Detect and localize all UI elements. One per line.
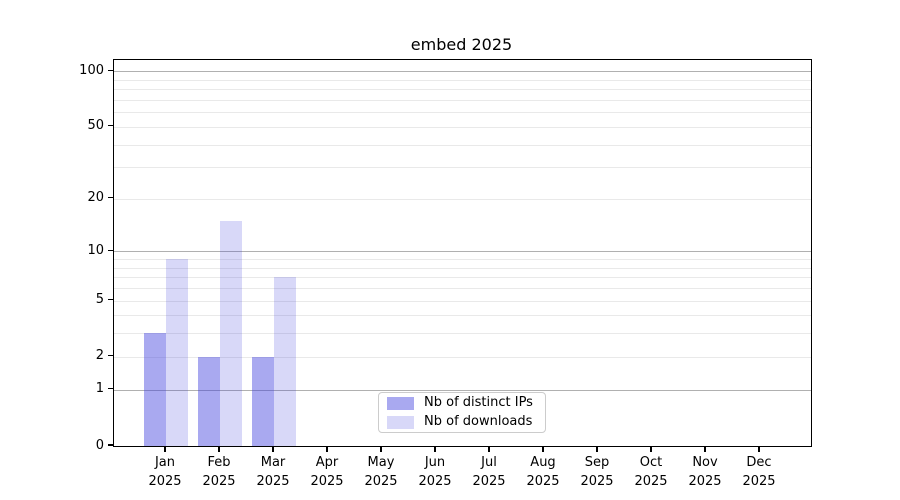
bar-distinct-ips — [144, 333, 166, 446]
x-tick-label: Feb 2025 — [202, 455, 236, 489]
x-tick-label: Nov 2025 — [688, 455, 722, 489]
x-tick-label: Aug 2025 — [526, 455, 560, 489]
x-tick-mark — [164, 446, 166, 452]
legend-swatch-distinct-ips-icon — [387, 396, 414, 410]
y-tick-mark — [108, 69, 113, 71]
gridline-minor — [114, 99, 811, 101]
gridline-minor — [114, 79, 811, 81]
gridline-major — [114, 251, 811, 253]
gridline-major — [114, 389, 811, 391]
gridline-minor — [114, 167, 811, 169]
y-tick-label: 20 — [87, 190, 104, 206]
bar-distinct-ips — [198, 356, 220, 446]
y-tick-mark — [108, 125, 113, 127]
y-tick-label: 5 — [95, 292, 104, 307]
y-tick-label: 0 — [95, 437, 104, 453]
gridline-minor — [114, 288, 811, 289]
gridline-minor — [114, 333, 811, 335]
y-tick-mark — [108, 355, 113, 357]
y-tick-mark — [108, 197, 113, 199]
y-tick-mark — [108, 388, 113, 390]
x-tick-label: Apr 2025 — [310, 455, 344, 489]
y-tick-mark — [108, 249, 113, 251]
x-tick-mark — [218, 446, 220, 452]
legend-entry-downloads: Nb of downloads — [379, 414, 545, 430]
x-tick-mark — [380, 446, 382, 452]
y-tick-label: 100 — [79, 62, 104, 78]
legend-entry-distinct-ips: Nb of distinct IPs — [379, 395, 545, 411]
x-tick-label: Jul 2025 — [472, 455, 506, 489]
chart-title: embed 2025 — [410, 35, 513, 54]
x-tick-mark — [596, 446, 598, 452]
y-tick-label: 2 — [95, 348, 104, 364]
x-tick-label: Jun 2025 — [418, 455, 452, 489]
gridline-minor — [114, 315, 811, 317]
bar-downloads — [274, 277, 296, 446]
x-tick-label: Sep 2025 — [580, 455, 614, 489]
gridline-minor — [114, 126, 811, 128]
x-tick-label: Oct 2025 — [634, 455, 668, 489]
legend-label-distinct-ips: Nb of distinct IPs — [424, 395, 533, 410]
legend-label-downloads: Nb of downloads — [424, 414, 533, 429]
gridline-major — [114, 71, 811, 73]
x-tick-mark — [488, 446, 490, 452]
x-tick-label: Jan 2025 — [148, 455, 182, 489]
x-tick-mark — [434, 446, 436, 452]
y-tick-mark — [108, 444, 113, 446]
bar-downloads — [166, 259, 188, 446]
legend-swatch-downloads-icon — [387, 415, 414, 429]
y-tick-label: 50 — [87, 118, 104, 134]
legend: Nb of distinct IPs Nb of downloads — [378, 392, 546, 433]
gridline-minor — [114, 112, 811, 114]
x-tick-label: Dec 2025 — [742, 455, 776, 489]
bar-distinct-ips — [252, 356, 274, 446]
gridline-minor — [114, 300, 811, 302]
x-tick-mark — [758, 446, 760, 452]
gridline-minor — [114, 89, 811, 91]
x-tick-label: May 2025 — [364, 455, 398, 489]
x-tick-label: Mar 2025 — [256, 455, 290, 489]
gridline-minor — [114, 198, 811, 200]
x-tick-mark — [650, 446, 652, 452]
gridline-minor — [114, 144, 811, 146]
x-tick-mark — [272, 446, 274, 452]
y-tick-label: 10 — [87, 242, 104, 258]
x-tick-mark — [542, 446, 544, 452]
x-tick-mark — [704, 446, 706, 452]
gridline-minor — [114, 356, 811, 358]
x-tick-mark — [326, 446, 328, 452]
gridline-minor — [114, 277, 811, 279]
plot-area — [113, 59, 812, 447]
bar-downloads — [220, 220, 242, 446]
gridline-minor — [114, 267, 811, 269]
y-tick-mark — [108, 298, 113, 301]
y-tick-label: 1 — [95, 381, 104, 397]
gridline-minor — [114, 259, 811, 260]
